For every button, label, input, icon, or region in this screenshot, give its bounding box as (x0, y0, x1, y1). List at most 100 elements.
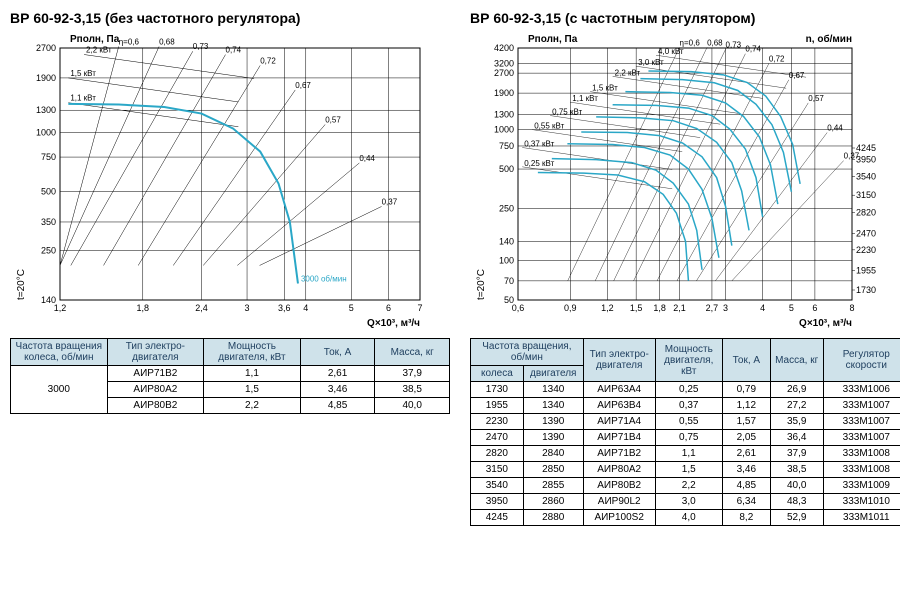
svg-text:4,0 кВт: 4,0 кВт (658, 47, 684, 56)
svg-text:750: 750 (41, 152, 56, 162)
svg-text:1,1 кВт: 1,1 кВт (70, 94, 96, 103)
svg-text:1,5 кВт: 1,5 кВт (70, 69, 96, 78)
svg-text:1,8: 1,8 (653, 303, 666, 313)
svg-text:0,44: 0,44 (827, 124, 843, 133)
svg-text:500: 500 (499, 164, 514, 174)
svg-text:7: 7 (417, 303, 422, 313)
svg-text:Pполн, Па: Pполн, Па (528, 34, 578, 45)
svg-text:1900: 1900 (36, 73, 56, 83)
left-panel: ВР 60-92-3,15 (без частотного регулятора… (10, 10, 450, 526)
svg-text:2,1: 2,1 (673, 303, 686, 313)
svg-text:0,55 кВт: 0,55 кВт (534, 122, 564, 131)
svg-text:η=0,6: η=0,6 (119, 37, 140, 46)
table-row: 31502850АИР80А21,53,4638,5333М1008 (471, 462, 900, 478)
svg-text:4: 4 (303, 303, 308, 313)
svg-text:750: 750 (499, 141, 514, 151)
svg-text:0,67: 0,67 (789, 71, 805, 80)
svg-text:3: 3 (723, 303, 728, 313)
left-th-2: Мощность двигателя, кВт (204, 339, 301, 366)
svg-text:140: 140 (41, 295, 56, 305)
svg-text:1,2: 1,2 (601, 303, 614, 313)
right-sub-th-1: двигателя (523, 366, 583, 382)
svg-text:1,1 кВт: 1,1 кВт (572, 94, 598, 103)
left-table: Частота вращения колеса, об/минТип элект… (10, 338, 450, 414)
svg-text:1955: 1955 (856, 266, 876, 276)
svg-text:140: 140 (499, 236, 514, 246)
rpm-cell: 3000 (11, 366, 108, 414)
table-row: 24701390АИР71В40,752,0536,4333М1007 (471, 430, 900, 446)
svg-text:1300: 1300 (36, 105, 56, 115)
svg-text:0,72: 0,72 (769, 54, 785, 63)
svg-text:350: 350 (41, 217, 56, 227)
svg-text:0,44: 0,44 (359, 154, 375, 163)
svg-text:4200: 4200 (494, 43, 514, 53)
svg-text:5: 5 (349, 303, 354, 313)
svg-text:η=0,6: η=0,6 (680, 38, 701, 47)
svg-text:0,73: 0,73 (193, 42, 209, 51)
right-th-5: Масса, кг (770, 339, 823, 382)
svg-text:250: 250 (41, 246, 56, 256)
svg-text:Q×10³, м³/ч: Q×10³, м³/ч (367, 318, 420, 329)
right-th-0: Частота вращения, об/мин (471, 339, 584, 366)
svg-text:Pполн, Па: Pполн, Па (70, 34, 120, 45)
svg-text:2470: 2470 (856, 229, 876, 239)
svg-text:500: 500 (41, 187, 56, 197)
left-title: ВР 60-92-3,15 (без частотного регулятора… (10, 10, 450, 26)
svg-text:2700: 2700 (494, 68, 514, 78)
svg-text:3: 3 (245, 303, 250, 313)
svg-text:0,67: 0,67 (295, 81, 311, 90)
svg-text:1300: 1300 (494, 110, 514, 120)
svg-text:2700: 2700 (36, 43, 56, 53)
svg-text:2,2 кВт: 2,2 кВт (86, 46, 112, 55)
table-row: 28202840АИР71В21,12,6137,9333М1008 (471, 446, 900, 462)
svg-text:t=20°C: t=20°C (476, 269, 487, 300)
table-row: 17301340АИР63А40,250,7926,9333М1006 (471, 382, 900, 398)
svg-text:0,37: 0,37 (844, 152, 860, 161)
svg-text:n, об/мин: n, об/мин (806, 33, 852, 45)
svg-text:1,8: 1,8 (137, 303, 150, 313)
svg-text:2,2 кВт: 2,2 кВт (615, 68, 641, 77)
svg-text:0,73: 0,73 (726, 40, 742, 49)
svg-text:6: 6 (812, 303, 817, 313)
svg-text:250: 250 (499, 203, 514, 213)
table-row: 3000АИР71В21,12,6137,9 (11, 366, 450, 382)
svg-text:5: 5 (789, 303, 794, 313)
table-row: 39502860АИР90L23,06,3448,3333М1010 (471, 494, 900, 510)
svg-text:4: 4 (760, 303, 765, 313)
svg-text:1,5: 1,5 (630, 303, 643, 313)
right-sub-th-0: колеса (471, 366, 524, 382)
svg-text:1000: 1000 (36, 128, 56, 138)
right-chart: 0,60,91,21,51,82,12,73456850701001402505… (470, 30, 890, 330)
svg-text:3540: 3540 (856, 172, 876, 182)
table-row: 35402855АИР80В22,24,8540,0333М1009 (471, 478, 900, 494)
svg-text:1730: 1730 (856, 285, 876, 295)
right-panel: ВР 60-92-3,15 (с частотным регулятором) … (470, 10, 900, 526)
table-row: 42452880АИР100S24,08,252,9333М1011 (471, 510, 900, 526)
right-th-2: Тип электро-двигателя (583, 339, 655, 382)
svg-text:3,6: 3,6 (278, 303, 291, 313)
svg-text:2820: 2820 (856, 208, 876, 218)
svg-text:2230: 2230 (856, 245, 876, 255)
svg-text:1000: 1000 (494, 125, 514, 135)
right-th-6: Регулятор скорости (823, 339, 900, 382)
svg-text:0,57: 0,57 (325, 115, 341, 124)
svg-text:3200: 3200 (494, 58, 514, 68)
svg-text:3150: 3150 (856, 190, 876, 200)
svg-text:2,4: 2,4 (195, 303, 208, 313)
svg-text:70: 70 (504, 276, 514, 286)
svg-text:Q×10³, м³/ч: Q×10³, м³/ч (799, 318, 852, 329)
right-title: ВР 60-92-3,15 (с частотным регулятором) (470, 10, 900, 26)
left-chart: 1,21,82,433,6456714025035050075010001300… (10, 30, 430, 330)
svg-text:2,7: 2,7 (706, 303, 719, 313)
svg-text:0,37 кВт: 0,37 кВт (524, 140, 554, 149)
svg-text:0,25 кВт: 0,25 кВт (524, 159, 554, 168)
svg-text:0,68: 0,68 (159, 37, 175, 46)
svg-text:3000 об/мин: 3000 об/мин (301, 274, 347, 283)
svg-text:100: 100 (499, 256, 514, 266)
svg-text:6: 6 (386, 303, 391, 313)
svg-text:0,75 кВт: 0,75 кВт (552, 108, 582, 117)
table-row: 19551340АИР63В40,371,1227,2333М1007 (471, 398, 900, 414)
table-row: 22301390АИР71А40,551,5735,9333М1007 (471, 414, 900, 430)
left-th-4: Масса, кг (375, 339, 450, 366)
left-th-1: Тип электро-двигателя (107, 339, 204, 366)
